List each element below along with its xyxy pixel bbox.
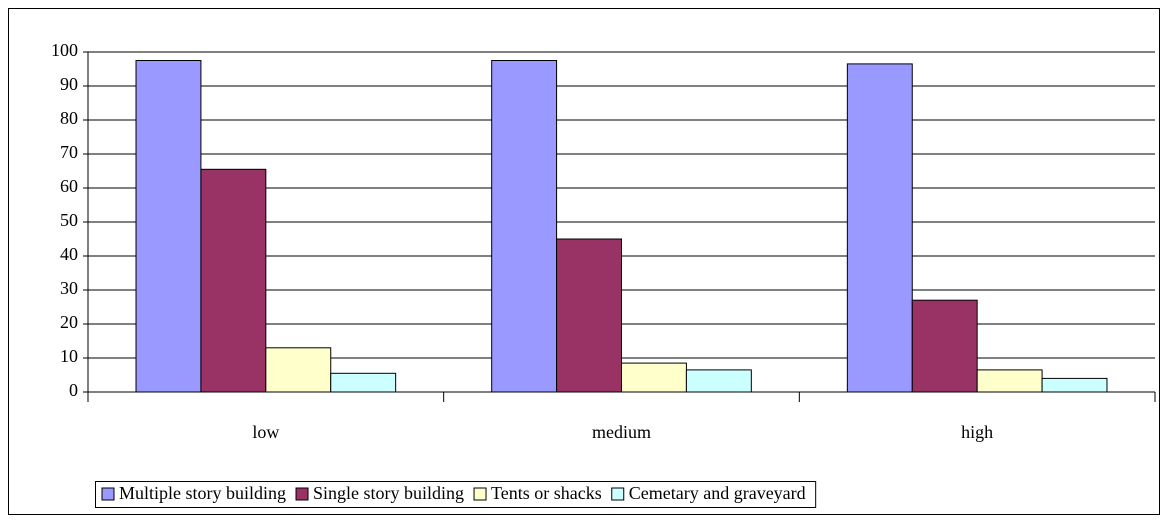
bar: [200, 168, 267, 393]
y-tick-label: 60: [60, 176, 78, 196]
x-tick-label: low: [252, 422, 279, 442]
bar: [911, 299, 978, 393]
x-tick-label: high: [961, 422, 993, 442]
y-tick-label: 40: [60, 244, 78, 264]
y-tick-label: 30: [60, 278, 78, 298]
x-tick-label: medium: [592, 422, 651, 442]
legend-label: Cemetary and graveyard: [629, 483, 806, 503]
y-tick-label: 10: [60, 346, 78, 366]
legend-swatch: [101, 487, 115, 501]
bar: [621, 362, 687, 393]
bar: [330, 372, 397, 393]
legend-label: Tents or shacks: [491, 483, 602, 503]
y-tick-label: 70: [60, 142, 78, 162]
y-tick-label: 0: [69, 380, 78, 400]
y-tick-label: 80: [60, 108, 78, 128]
legend: [95, 481, 817, 508]
legend-label: Single story building: [313, 483, 464, 503]
bar: [976, 369, 1043, 393]
y-tick-label: 50: [60, 210, 78, 230]
bar: [1041, 377, 1108, 393]
bar: [556, 238, 622, 393]
bar: [135, 60, 202, 393]
y-tick-label: 90: [60, 74, 78, 94]
bar: [685, 369, 752, 393]
legend-swatch: [295, 487, 309, 501]
bar: [846, 63, 913, 393]
legend-swatch: [611, 487, 625, 501]
bar: [265, 347, 332, 393]
legend-label: Multiple story building: [119, 483, 286, 503]
y-tick-label: 20: [60, 312, 78, 332]
legend-swatch: [473, 487, 487, 501]
bar: [491, 60, 558, 393]
y-tick-label: 100: [51, 40, 78, 60]
